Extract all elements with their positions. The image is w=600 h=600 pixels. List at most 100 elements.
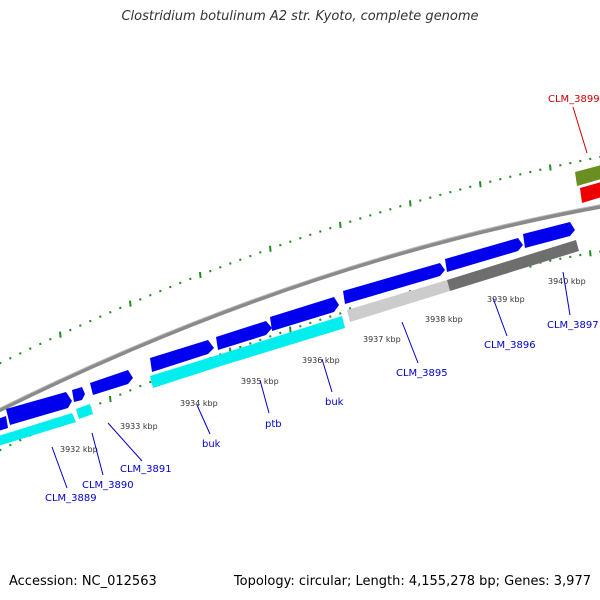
gene-arrow-buk1[interactable]: [150, 340, 214, 372]
gene-label-CLM_3891[interactable]: CLM_3891: [120, 464, 172, 475]
minor-tick: [99, 315, 102, 318]
minor-tick: [279, 331, 282, 335]
minor-tick: [339, 312, 342, 315]
major-tick: [589, 250, 592, 257]
minor-tick: [49, 337, 52, 341]
minor-tick: [249, 342, 252, 345]
gene-arrow-CLM_3896[interactable]: [445, 238, 523, 272]
minor-tick: [149, 380, 152, 384]
minor-tick: [139, 384, 142, 388]
minor-tick: [439, 193, 442, 197]
minor-tick: [419, 199, 422, 202]
minor-tick: [119, 393, 122, 396]
minor-tick: [139, 298, 142, 301]
gene-arrow-buk2[interactable]: [270, 297, 339, 331]
minor-tick: [119, 306, 122, 310]
genome-summary: Topology: circular; Length: 4,155,278 bp…: [233, 574, 591, 589]
gene-block-cyan-1[interactable]: [0, 413, 76, 447]
minor-tick: [389, 208, 392, 211]
tick-label: 3934 kbp: [180, 399, 218, 408]
major-tick: [59, 331, 62, 338]
map-title: Clostridium botulinum A2 str. Kyoto, com…: [121, 9, 479, 24]
reverse-genes: [0, 240, 579, 447]
gene-label-CLM_3890[interactable]: CLM_3890: [82, 480, 134, 491]
gene-block-cyan-4[interactable]: [218, 316, 345, 366]
minor-tick: [29, 347, 32, 350]
gene-label-CLM_3895[interactable]: CLM_3895: [396, 368, 448, 379]
major-tick: [549, 164, 552, 171]
minor-tick: [559, 163, 562, 167]
gene-label-buk[interactable]: buk: [202, 439, 221, 450]
minor-tick: [169, 285, 172, 289]
minor-tick: [0, 361, 2, 365]
minor-tick: [379, 211, 382, 214]
minor-tick: [589, 157, 592, 161]
forward-genes: [0, 222, 575, 432]
minor-tick: [369, 214, 372, 217]
gene-arrow-CLM_3897[interactable]: [523, 222, 575, 248]
gene-label-buk[interactable]: buk: [325, 397, 344, 408]
gene-label-CLM_3899[interactable]: CLM_3899: [548, 94, 600, 105]
minor-tick: [459, 188, 462, 191]
tick-label: 3940 kbp: [548, 277, 586, 286]
minor-tick: [429, 196, 432, 199]
minor-tick: [509, 175, 512, 179]
minor-tick: [239, 345, 242, 349]
minor-tick: [319, 318, 322, 322]
minor-tick: [69, 328, 72, 332]
minor-tick: [299, 236, 302, 240]
gene-arrow-CLM_3895[interactable]: [343, 263, 445, 304]
minor-tick: [269, 335, 272, 338]
minor-tick: [329, 226, 332, 230]
minor-tick: [79, 324, 82, 327]
minor-tick: [99, 402, 102, 405]
gene-block-highlight[interactable]: [580, 181, 600, 203]
minor-tick: [549, 259, 552, 262]
gene-arrow-a[interactable]: [90, 370, 133, 395]
minor-tick: [579, 159, 582, 163]
gene-arrow-CLM_3890[interactable]: [6, 392, 72, 425]
minor-tick: [349, 220, 352, 223]
minor-tick: [19, 352, 22, 355]
major-tick: [409, 200, 412, 207]
major-tick: [479, 181, 482, 188]
minor-tick: [569, 161, 572, 165]
minor-tick: [499, 177, 502, 181]
minor-tick: [109, 310, 112, 314]
gene-label-CLM_3889[interactable]: CLM_3889: [45, 493, 97, 504]
accession-label: Accession: NC_012563: [9, 574, 157, 589]
tick-label: 3935 kbp: [241, 377, 279, 386]
minor-tick: [489, 180, 492, 183]
gene-block-cyan-2[interactable]: [76, 404, 93, 419]
gene-label-ptb[interactable]: ptb: [265, 419, 282, 430]
minor-tick: [569, 255, 572, 259]
gene-label-CLM_3897[interactable]: CLM_3897: [547, 320, 599, 331]
gene-block-cyan-3[interactable]: [150, 355, 221, 388]
gene-block-lightgray[interactable]: [347, 280, 450, 322]
gene-labels: CLM_3889 CLM_3890 CLM_3891 buk ptb buk C…: [45, 94, 600, 504]
tick-labels: 3932 kbp 3933 kbp 3934 kbp 3935 kbp 3936…: [60, 277, 586, 454]
minor-tick: [469, 185, 472, 189]
major-tick: [339, 221, 342, 228]
minor-tick: [39, 342, 42, 346]
tick-label: 3936 kbp: [302, 356, 340, 365]
major-tick: [199, 271, 202, 279]
tick-label: 3937 kbp: [363, 335, 401, 344]
backbone-track: [0, 204, 600, 413]
gene-arrow-CLM_3891[interactable]: [72, 387, 85, 402]
minor-tick: [19, 438, 22, 442]
gene-block-rna[interactable]: [575, 164, 600, 186]
minor-tick: [9, 356, 12, 360]
major-tick: [109, 395, 112, 403]
gene-block-darkgray[interactable]: [447, 240, 579, 291]
gene-arrow-CLM_3889[interactable]: [0, 416, 8, 432]
minor-tick: [229, 262, 232, 265]
gene-label-CLM_3896[interactable]: CLM_3896: [484, 340, 536, 351]
gene-arrow-ptb[interactable]: [216, 321, 272, 350]
minor-tick: [149, 293, 152, 297]
minor-tick: [539, 168, 542, 172]
minor-tick: [399, 205, 402, 208]
minor-tick: [179, 281, 182, 285]
minor-tick: [329, 315, 332, 318]
